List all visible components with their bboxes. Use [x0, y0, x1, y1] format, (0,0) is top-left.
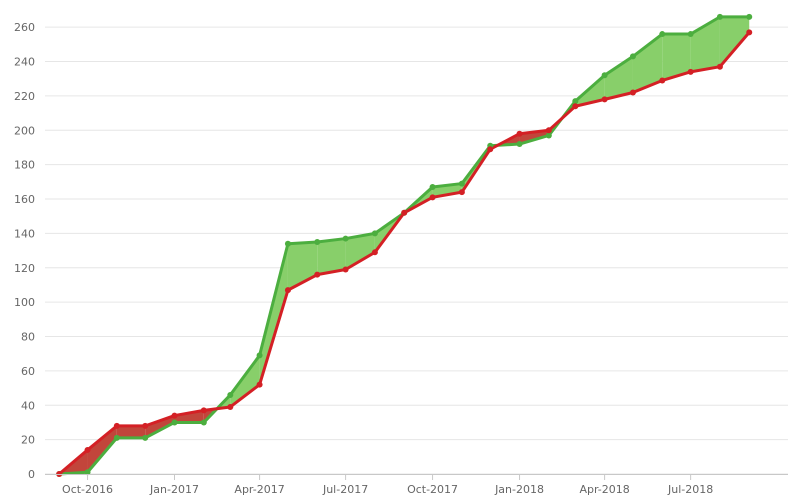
data-point[interactable] [227, 391, 234, 398]
data-point[interactable] [746, 13, 753, 20]
y-tick-label: 260 [14, 21, 35, 34]
difference-area [116, 425, 146, 438]
difference-area [87, 425, 117, 473]
data-point[interactable] [113, 434, 120, 441]
data-point[interactable] [371, 230, 378, 237]
y-tick-label: 0 [28, 468, 35, 481]
data-point[interactable] [256, 381, 263, 388]
data-point[interactable] [227, 403, 234, 410]
data-point[interactable] [142, 434, 149, 441]
data-point[interactable] [113, 422, 120, 429]
data-point[interactable] [142, 422, 149, 429]
data-point[interactable] [200, 407, 207, 414]
x-tick-label: Oct-2017 [407, 483, 458, 496]
data-point[interactable] [314, 239, 321, 245]
y-tick-label: 160 [14, 193, 35, 206]
data-point[interactable] [601, 96, 608, 103]
x-tick-label: Jul-2017 [322, 483, 368, 496]
series-line-2 [58, 31, 751, 476]
difference-area [632, 34, 663, 93]
data-point[interactable] [746, 29, 753, 36]
x-tick-label: Jul-2018 [667, 483, 713, 496]
difference-area [662, 34, 691, 81]
data-point[interactable] [371, 249, 378, 256]
y-tick-label: 80 [21, 331, 35, 344]
difference-area [259, 243, 288, 385]
data-point[interactable] [629, 89, 636, 96]
y-tick-label: 100 [14, 296, 35, 309]
data-point[interactable] [516, 141, 523, 148]
difference-area [604, 56, 633, 100]
data-point[interactable] [458, 180, 465, 187]
data-point[interactable] [429, 194, 436, 201]
difference-area [317, 238, 346, 275]
y-tick-label: 60 [21, 365, 35, 378]
data-point[interactable] [716, 13, 723, 20]
data-point[interactable] [659, 31, 666, 38]
data-point[interactable] [458, 189, 465, 196]
y-tick-label: 140 [14, 227, 35, 240]
data-point[interactable] [84, 469, 91, 476]
data-point[interactable] [314, 271, 321, 278]
data-point[interactable] [429, 184, 436, 191]
data-point[interactable] [572, 103, 579, 110]
y-tick-label: 180 [14, 159, 35, 172]
x-tick-label: Apr-2018 [579, 483, 629, 496]
data-point[interactable] [342, 266, 349, 273]
data-point[interactable] [284, 240, 291, 247]
x-tick-label: Oct-2016 [62, 483, 113, 496]
data-point[interactable] [171, 412, 178, 419]
x-tick-label: Apr-2017 [234, 483, 284, 496]
y-tick-label: 40 [21, 399, 35, 412]
difference-area [345, 233, 375, 270]
data-point[interactable] [284, 287, 291, 294]
series-points [56, 13, 753, 477]
data-point[interactable] [572, 98, 579, 105]
y-tick-label: 120 [14, 262, 35, 275]
data-point[interactable] [687, 68, 694, 75]
data-point[interactable] [545, 132, 552, 139]
data-point[interactable] [629, 53, 636, 60]
y-tick-label: 20 [21, 434, 35, 447]
x-tick-label: Jan-2018 [494, 483, 544, 496]
difference-area [719, 16, 750, 67]
data-point[interactable] [487, 146, 494, 153]
y-tick-label: 200 [14, 124, 35, 137]
data-point[interactable] [659, 77, 666, 84]
data-point[interactable] [200, 419, 207, 426]
difference-area [174, 410, 204, 423]
data-point[interactable] [601, 72, 608, 79]
difference-area [145, 415, 175, 438]
data-point[interactable] [545, 127, 552, 134]
y-tick-label: 240 [14, 56, 35, 69]
data-point[interactable] [256, 352, 263, 359]
axes: 0 20 40 60 80 100 120 140 160 180 200 220 240 260 Oct-… [14, 21, 788, 496]
data-point[interactable] [84, 446, 91, 453]
x-tick-label: Jan-2017 [149, 483, 199, 496]
data-point[interactable] [516, 130, 523, 137]
data-point[interactable] [716, 63, 723, 70]
difference-area [230, 355, 260, 407]
data-point[interactable] [171, 419, 178, 426]
data-point[interactable] [401, 209, 408, 216]
data-point[interactable] [687, 31, 694, 38]
y-tick-label: 220 [14, 90, 35, 103]
data-point[interactable] [342, 235, 349, 242]
gridlines [45, 26, 788, 475]
